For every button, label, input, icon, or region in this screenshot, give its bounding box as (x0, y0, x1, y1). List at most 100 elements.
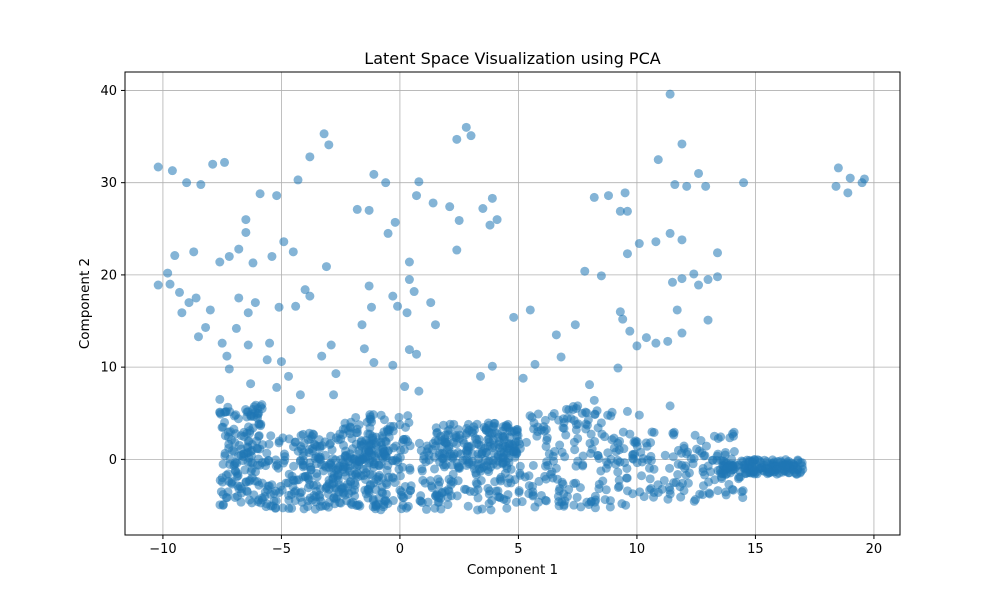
scatter-point (420, 478, 430, 488)
scatter-point (384, 472, 394, 482)
scatter-point (351, 470, 361, 480)
scatter-point (352, 456, 362, 466)
scatter-point (845, 173, 855, 183)
scatter-point (622, 486, 632, 496)
scatter-point (594, 484, 604, 494)
scatter-point (499, 494, 509, 504)
scatter-point (446, 476, 456, 486)
scatter-point (254, 480, 264, 490)
scatter-point (327, 445, 337, 455)
scatter-point (360, 475, 370, 485)
scatter-point (403, 501, 413, 511)
scatter-point (525, 305, 535, 315)
scatter-point (350, 480, 360, 490)
scatter-point (690, 430, 700, 440)
scatter-point (436, 493, 446, 503)
scatter-point (265, 338, 275, 348)
scatter-point (632, 437, 642, 447)
scatter-point (402, 308, 412, 318)
scatter-point (258, 440, 268, 450)
scatter-point (218, 459, 228, 469)
scatter-point (676, 448, 686, 458)
scatter-point (461, 122, 471, 132)
scatter-point (234, 293, 244, 303)
scatter-point (167, 166, 177, 176)
scatter-point (222, 351, 232, 361)
scatter-point (338, 457, 348, 467)
scatter-point (637, 471, 647, 481)
scatter-point (698, 481, 708, 491)
scatter-point (622, 463, 632, 473)
scatter-point (430, 320, 440, 330)
scatter-point (448, 437, 458, 447)
scatter-point (622, 473, 632, 483)
scatter-point (476, 459, 486, 469)
scatter-point (284, 371, 294, 381)
scatter-point (541, 474, 551, 484)
scatter-point (324, 140, 334, 150)
scatter-point (278, 503, 288, 513)
scatter-point (613, 467, 623, 477)
scatter-point (250, 298, 260, 308)
scatter-point (400, 382, 410, 392)
scatter-point (701, 441, 711, 451)
scatter-point (831, 181, 841, 191)
scatter-point (641, 438, 651, 448)
scatter-point (605, 496, 615, 506)
scatter-point (677, 328, 687, 338)
scatter-point (505, 445, 515, 455)
scatter-point (295, 456, 305, 466)
scatter-point (364, 205, 374, 215)
scatter-point (343, 463, 353, 473)
scatter-point (355, 501, 365, 511)
y-axis-title: Component 2 (77, 258, 93, 349)
scatter-point (208, 159, 218, 169)
y-tick-label: 0 (109, 453, 117, 468)
scatter-point (404, 418, 414, 428)
scatter-point (603, 410, 613, 420)
scatter-point (215, 257, 225, 267)
scatter-point (241, 215, 251, 225)
scatter-point (452, 245, 462, 255)
scatter-point (394, 464, 404, 474)
scatter-point (583, 415, 593, 425)
scatter-point (528, 491, 538, 501)
scatter-point (267, 251, 277, 261)
scatter-point (388, 360, 398, 370)
scatter-point (443, 500, 453, 510)
scatter-point (230, 492, 240, 502)
scatter-point (232, 469, 242, 479)
scatter-point (406, 486, 416, 496)
scatter-point (359, 344, 369, 354)
scatter-point (609, 433, 619, 443)
scatter-point (649, 464, 659, 474)
scatter-point (696, 436, 706, 446)
scatter-point (403, 411, 413, 421)
scatter-point (376, 410, 386, 420)
grid (125, 72, 900, 535)
scatter-point (594, 453, 604, 463)
scatter-point (454, 215, 464, 225)
scatter-point (688, 459, 698, 469)
scatter-point (215, 500, 225, 510)
scatter-point (517, 497, 527, 507)
scatter-point (346, 417, 356, 427)
scatter-point (622, 406, 632, 416)
scatter-point (669, 478, 679, 488)
scatter-point (234, 244, 244, 254)
scatter-point (222, 493, 232, 503)
scatter-point (677, 139, 687, 149)
scatter-point (463, 501, 473, 511)
scatter-point (390, 478, 400, 488)
scatter-point (241, 227, 251, 237)
scatter-point (249, 490, 259, 500)
x-tick-label: 10 (629, 542, 646, 557)
scatter-point (299, 438, 309, 448)
scatter-point (570, 320, 580, 330)
scatter-point (580, 407, 590, 417)
scatter-point (681, 470, 691, 480)
scatter-point (305, 291, 315, 301)
y-tick-label: 40 (100, 84, 117, 99)
scatter-point (435, 457, 445, 467)
